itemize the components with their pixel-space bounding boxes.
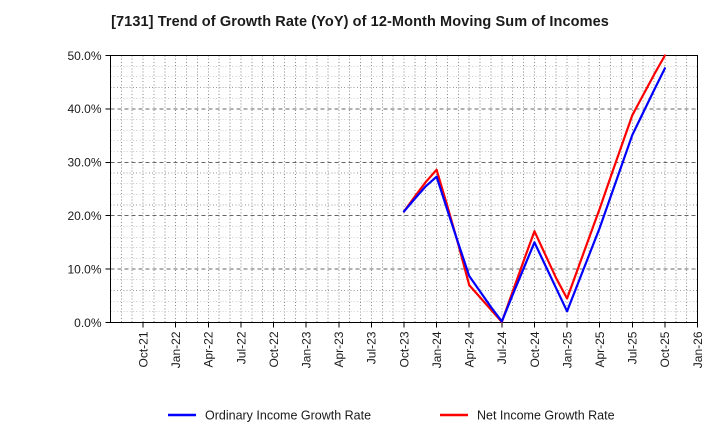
- x-tick-label: Jan-23: [299, 331, 313, 368]
- x-tick-label: Jan-25: [560, 331, 574, 368]
- legend-label: Net Income Growth Rate: [477, 409, 615, 423]
- minor-gridlines: [110, 55, 698, 323]
- data-series: [402, 54, 666, 324]
- x-tick-label: Oct-22: [267, 331, 281, 367]
- series-line-ordinary-income: [402, 67, 666, 323]
- x-tick-label: Apr-24: [463, 331, 477, 367]
- y-tick-label: 10.0%: [67, 262, 101, 276]
- x-tick-label: Oct-24: [528, 331, 542, 367]
- x-tick-label: Apr-25: [593, 331, 607, 367]
- x-tick-label: Jul-23: [365, 331, 379, 364]
- x-tick-label: Oct-23: [397, 331, 411, 367]
- y-tick-label: 50.0%: [67, 49, 101, 63]
- x-axis-labels: Oct-21 Jan-22 Apr-22 Jul-22 Oct-22 Jan-23 Apr-…: [136, 331, 704, 368]
- x-tick-label: Jan-22: [169, 331, 183, 368]
- y-tick-label: 20.0%: [67, 209, 101, 223]
- x-tick-label: Jul-22: [234, 331, 248, 364]
- chart-legend: Ordinary Income Growth Rate Net Income Gr…: [168, 409, 615, 423]
- x-tick-label: Jan-24: [430, 331, 444, 368]
- series-line-net-income: [402, 54, 666, 324]
- plot-frame: [110, 55, 698, 323]
- y-tick-label: 40.0%: [67, 102, 101, 116]
- x-tick-label: Apr-22: [202, 331, 216, 367]
- y-tick-label: 30.0%: [67, 156, 101, 170]
- chart-title: [7131] Trend of Growth Rate (YoY) of 12-…: [111, 14, 609, 30]
- legend-label: Ordinary Income Growth Rate: [205, 409, 371, 423]
- x-tick-label: Oct-21: [136, 331, 150, 367]
- x-tick-label: Jul-24: [495, 331, 509, 364]
- major-gridlines: [110, 55, 698, 323]
- axis-ticks: [105, 55, 698, 328]
- x-tick-label: Jul-25: [626, 331, 640, 364]
- y-tick-label: 0.0%: [74, 316, 102, 330]
- x-tick-label: Oct-25: [658, 331, 672, 367]
- x-tick-label: Apr-23: [332, 331, 346, 367]
- x-tick-label: Jan-26: [691, 331, 705, 368]
- y-axis-labels: 0.0% 10.0% 20.0% 30.0% 40.0% 50.0%: [67, 49, 101, 330]
